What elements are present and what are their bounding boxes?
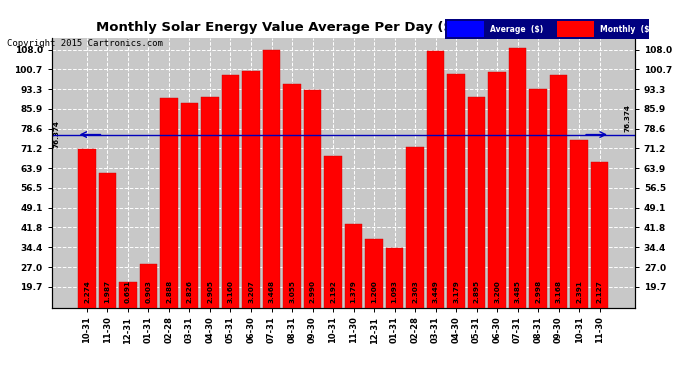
Bar bbox=[571, 140, 588, 340]
Bar bbox=[221, 75, 239, 340]
Bar bbox=[201, 97, 219, 340]
Bar bbox=[324, 156, 342, 340]
Text: Copyright 2015 Cartronics.com: Copyright 2015 Cartronics.com bbox=[7, 39, 163, 48]
Bar bbox=[242, 71, 259, 340]
Bar bbox=[427, 51, 444, 340]
Bar bbox=[447, 21, 484, 38]
Text: 1.093: 1.093 bbox=[391, 280, 397, 303]
Text: 1.987: 1.987 bbox=[104, 280, 110, 303]
Text: 0.903: 0.903 bbox=[146, 280, 152, 303]
Text: 76.374: 76.374 bbox=[624, 104, 630, 132]
Bar bbox=[284, 84, 301, 340]
Bar bbox=[386, 248, 403, 340]
Bar bbox=[468, 98, 485, 340]
Text: 1.200: 1.200 bbox=[371, 281, 377, 303]
Text: 2.998: 2.998 bbox=[535, 280, 541, 303]
Bar bbox=[529, 89, 546, 340]
Text: 3.055: 3.055 bbox=[289, 280, 295, 303]
Bar bbox=[181, 104, 198, 340]
Text: 2.274: 2.274 bbox=[84, 281, 90, 303]
Text: 2.888: 2.888 bbox=[166, 280, 172, 303]
Bar bbox=[509, 48, 526, 340]
Text: 3.160: 3.160 bbox=[228, 280, 233, 303]
Bar bbox=[591, 162, 609, 340]
Text: 3.449: 3.449 bbox=[433, 280, 439, 303]
Bar bbox=[140, 264, 157, 340]
Text: 76.374: 76.374 bbox=[53, 121, 59, 148]
Text: Average  ($): Average ($) bbox=[490, 25, 543, 34]
Bar bbox=[99, 174, 116, 340]
Bar bbox=[557, 21, 593, 38]
Text: 2.905: 2.905 bbox=[207, 280, 213, 303]
Text: 2.391: 2.391 bbox=[576, 280, 582, 303]
Text: 3.179: 3.179 bbox=[453, 280, 459, 303]
Text: Monthly  ($): Monthly ($) bbox=[600, 25, 653, 34]
Text: 2.990: 2.990 bbox=[310, 280, 315, 303]
Text: 2.826: 2.826 bbox=[186, 280, 193, 303]
Bar bbox=[304, 90, 322, 340]
Text: 3.485: 3.485 bbox=[515, 280, 520, 303]
Text: 3.207: 3.207 bbox=[248, 281, 254, 303]
Bar bbox=[447, 74, 465, 340]
Bar bbox=[365, 239, 383, 340]
Text: 3.168: 3.168 bbox=[555, 280, 562, 303]
Text: 3.200: 3.200 bbox=[494, 281, 500, 303]
Text: 2.192: 2.192 bbox=[330, 280, 336, 303]
Bar bbox=[78, 149, 96, 340]
Bar bbox=[489, 72, 506, 340]
Text: 2.895: 2.895 bbox=[473, 280, 480, 303]
Bar bbox=[406, 147, 424, 340]
Title: Monthly Solar Energy Value Average Per Day ($)  Sun Dec 6 16:17: Monthly Solar Energy Value Average Per D… bbox=[97, 21, 590, 33]
Bar bbox=[345, 224, 362, 340]
Text: 0.691: 0.691 bbox=[125, 280, 131, 303]
Bar bbox=[263, 50, 280, 340]
Bar bbox=[119, 282, 137, 340]
Bar bbox=[550, 75, 567, 340]
Text: 2.303: 2.303 bbox=[412, 281, 418, 303]
Bar bbox=[160, 98, 178, 340]
Text: 3.468: 3.468 bbox=[268, 280, 275, 303]
Text: 2.127: 2.127 bbox=[597, 281, 602, 303]
Text: 1.379: 1.379 bbox=[351, 280, 357, 303]
